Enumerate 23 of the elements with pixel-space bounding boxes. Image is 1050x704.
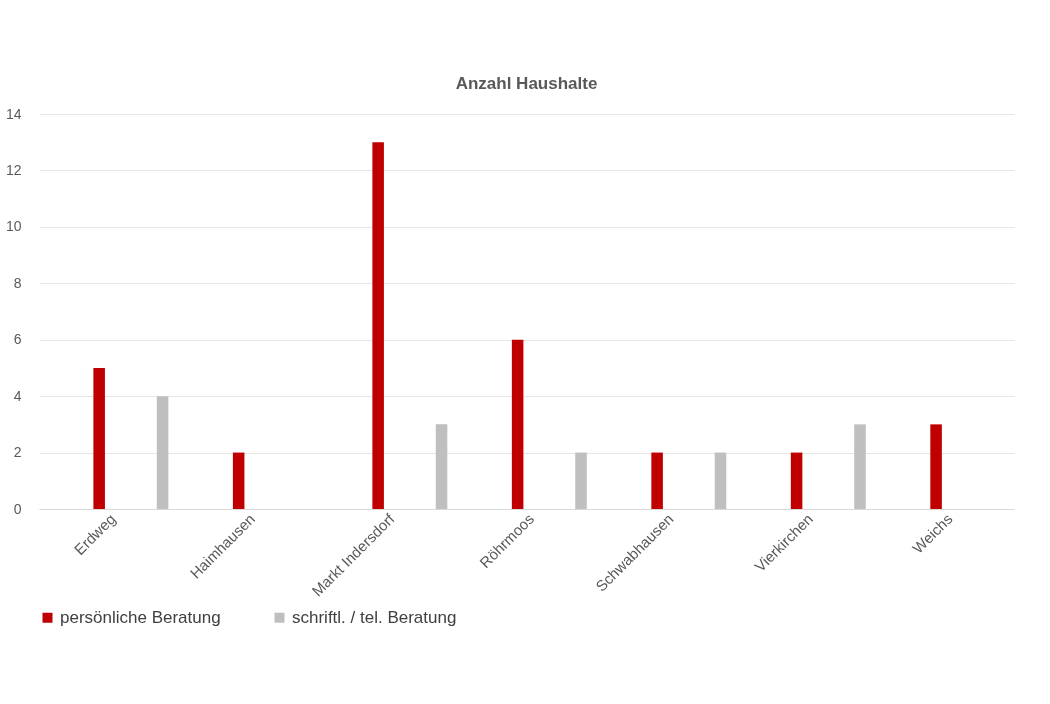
bar [435, 424, 448, 509]
y-tick-label: 4 [13, 387, 22, 404]
y-tick-label: 0 [13, 500, 22, 517]
y-tick-label: 2 [13, 444, 22, 461]
bar [854, 424, 866, 509]
y-tick-label: 6 [13, 331, 22, 348]
bar [575, 452, 587, 509]
bar [790, 452, 803, 509]
bar [651, 452, 663, 509]
y-tick-label: 12 [5, 161, 22, 178]
bar [930, 424, 942, 509]
y-tick-label: 8 [13, 274, 22, 291]
y-tick-label: 14 [5, 105, 22, 122]
chart-title: Anzahl Haushalte [455, 74, 598, 93]
bar [372, 142, 384, 509]
bar [511, 339, 524, 509]
bar [232, 452, 245, 509]
legend-label: persönliche Beratung [60, 607, 221, 627]
y-tick-label: 10 [5, 218, 22, 235]
bar [714, 452, 727, 509]
bar [156, 396, 169, 509]
legend-label: schriftl. / tel. Beratung [292, 607, 457, 627]
bar [93, 367, 105, 509]
